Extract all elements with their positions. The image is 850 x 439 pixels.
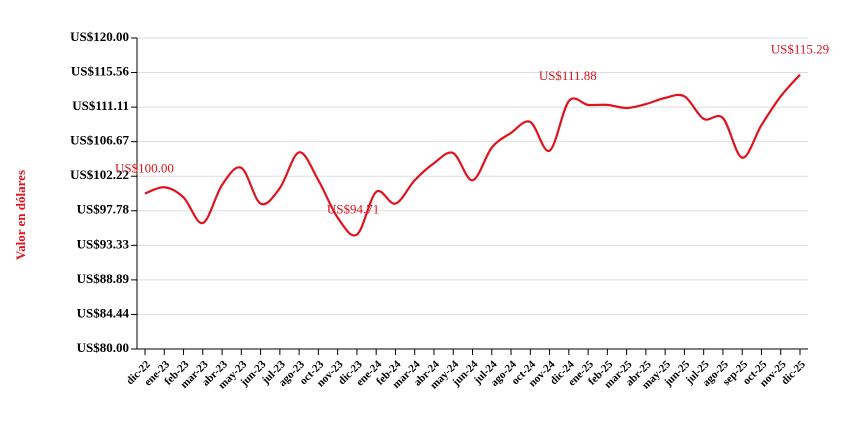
y-tick-label: US$120.00 — [70, 29, 129, 44]
y-tick-label: US$115.56 — [71, 64, 130, 79]
y-tick-label: US$106.67 — [70, 133, 129, 148]
y-tick-label: US$88.89 — [77, 271, 130, 286]
data-label: US$100.00 — [115, 160, 174, 175]
data-label: US$94.71 — [327, 202, 379, 217]
y-tick-label: US$93.33 — [77, 236, 130, 251]
data-label: US$111.88 — [539, 68, 597, 83]
y-tick-label: US$111.11 — [72, 98, 129, 113]
data-line — [144, 73, 801, 237]
y-tick-label: US$80.00 — [77, 340, 129, 355]
y-tick-label: US$84.44 — [77, 305, 130, 320]
data-label: US$115.29 — [771, 42, 829, 57]
y-tick-label: US$97.78 — [77, 202, 130, 217]
y-tick-label: US$102.22 — [70, 167, 129, 182]
y-axis-title: Valor en dólares — [13, 170, 28, 260]
